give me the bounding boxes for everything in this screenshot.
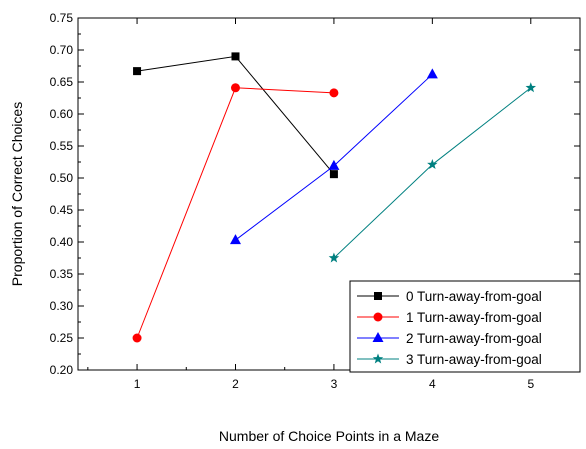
y-tick-label: 0.55: [50, 139, 74, 153]
x-axis-title: Number of Choice Points in a Maze: [219, 428, 439, 444]
data-point: [328, 252, 340, 263]
y-tick-label: 0.75: [50, 11, 74, 25]
data-point: [230, 83, 240, 93]
data-point: [329, 88, 339, 98]
series-3: [328, 82, 537, 263]
series-line: [333, 87, 532, 259]
legend-marker: [373, 312, 383, 322]
y-tick-label: 0.50: [50, 171, 74, 185]
y-tick-label: 0.25: [50, 331, 74, 345]
data-point: [132, 333, 142, 343]
series-line: [235, 73, 433, 241]
y-axis-title: Proportion of Correct Choices: [9, 102, 25, 286]
x-tick-label: 2: [232, 377, 239, 391]
y-tick-label: 0.70: [50, 43, 74, 57]
data-point: [525, 82, 537, 93]
series-1: [132, 83, 339, 343]
y-tick-label: 0.45: [50, 203, 74, 217]
data-point: [426, 68, 438, 79]
y-tick-label: 0.40: [50, 235, 74, 249]
x-tick-label: 3: [331, 377, 338, 391]
series-line: [136, 55, 335, 175]
y-tick-label: 0.20: [50, 363, 74, 377]
x-tick-label: 5: [527, 377, 534, 391]
series-2: [229, 68, 438, 245]
series-line: [136, 87, 334, 339]
y-tick-label: 0.35: [50, 267, 74, 281]
series-layer: [132, 52, 537, 343]
data-point: [231, 52, 240, 61]
data-point: [328, 159, 340, 170]
x-tick-label: 1: [134, 377, 141, 391]
legend-marker: [372, 332, 384, 342]
series-0: [133, 52, 338, 179]
legend-label: 1 Turn-away-from-goal: [406, 310, 542, 325]
legend-marker: [374, 292, 382, 300]
y-tick-label: 0.60: [50, 107, 74, 121]
data-point: [329, 170, 338, 179]
legend-marker: [372, 353, 384, 364]
legend-label: 0 Turn-away-from-goal: [406, 289, 542, 304]
legend-label: 2 Turn-away-from-goal: [406, 331, 542, 346]
data-point: [427, 159, 438, 170]
data-point: [133, 67, 142, 76]
y-tick-label: 0.30: [50, 299, 74, 313]
legend: 0 Turn-away-from-goal 1 Turn-away-from-go…: [349, 280, 581, 373]
data-point: [229, 234, 241, 245]
x-tick-label: 4: [429, 377, 436, 391]
y-tick-label: 0.65: [50, 75, 74, 89]
y-axis: 0.20 0.25 0.30 0.35 0.40 0.45 0.50 0.55 0.60 0.65…: [50, 11, 580, 377]
legend-label: 3 Turn-away-from-goal: [406, 352, 542, 367]
